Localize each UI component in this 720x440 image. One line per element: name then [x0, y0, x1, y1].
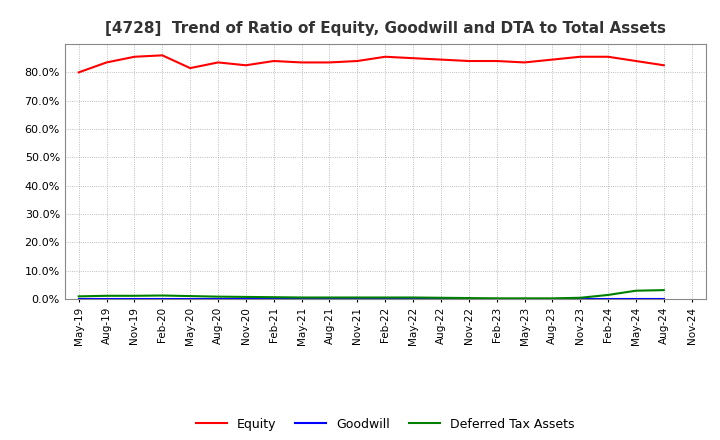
Equity [242, 62, 251, 68]
Goodwill [214, 297, 222, 302]
Goodwill [492, 297, 501, 302]
Goodwill [576, 297, 585, 302]
Equity [631, 59, 640, 64]
Deferred Tax Assets [660, 287, 668, 293]
Equity [381, 54, 390, 59]
Equity [604, 54, 613, 59]
Goodwill [548, 297, 557, 302]
Deferred Tax Assets [325, 295, 334, 300]
Goodwill [631, 297, 640, 302]
Equity [353, 59, 361, 64]
Equity [520, 60, 528, 65]
Equity [297, 60, 306, 65]
Deferred Tax Assets [436, 295, 445, 301]
Deferred Tax Assets [520, 296, 528, 301]
Goodwill [436, 297, 445, 302]
Goodwill [353, 297, 361, 302]
Line: Deferred Tax Assets: Deferred Tax Assets [78, 290, 664, 298]
Deferred Tax Assets [158, 293, 166, 298]
Goodwill [381, 297, 390, 302]
Deferred Tax Assets [604, 292, 613, 297]
Deferred Tax Assets [631, 288, 640, 293]
Equity [130, 54, 139, 59]
Deferred Tax Assets [548, 296, 557, 301]
Equity [409, 55, 418, 61]
Goodwill [269, 297, 278, 302]
Equity [102, 60, 111, 65]
Line: Equity: Equity [78, 55, 664, 72]
Equity [186, 66, 194, 71]
Goodwill [464, 297, 473, 302]
Goodwill [660, 297, 668, 302]
Deferred Tax Assets [576, 295, 585, 301]
Deferred Tax Assets [381, 295, 390, 300]
Equity [464, 59, 473, 64]
Deferred Tax Assets [297, 295, 306, 300]
Goodwill [242, 297, 251, 302]
Deferred Tax Assets [409, 295, 418, 300]
Deferred Tax Assets [242, 294, 251, 300]
Equity [269, 59, 278, 64]
Equity [74, 70, 83, 75]
Goodwill [130, 297, 139, 302]
Deferred Tax Assets [353, 295, 361, 300]
Goodwill [158, 297, 166, 302]
Deferred Tax Assets [186, 293, 194, 299]
Goodwill [297, 297, 306, 302]
Legend: Equity, Goodwill, Deferred Tax Assets: Equity, Goodwill, Deferred Tax Assets [191, 413, 580, 436]
Goodwill [520, 297, 528, 302]
Goodwill [102, 297, 111, 302]
Equity [158, 53, 166, 58]
Title: [4728]  Trend of Ratio of Equity, Goodwill and DTA to Total Assets: [4728] Trend of Ratio of Equity, Goodwil… [104, 21, 666, 36]
Equity [214, 60, 222, 65]
Deferred Tax Assets [269, 294, 278, 300]
Equity [576, 54, 585, 59]
Deferred Tax Assets [130, 293, 139, 298]
Deferred Tax Assets [492, 296, 501, 301]
Deferred Tax Assets [214, 294, 222, 299]
Goodwill [409, 297, 418, 302]
Goodwill [604, 297, 613, 302]
Equity [436, 57, 445, 62]
Equity [325, 60, 334, 65]
Deferred Tax Assets [464, 295, 473, 301]
Deferred Tax Assets [74, 294, 83, 299]
Goodwill [74, 297, 83, 302]
Equity [660, 62, 668, 68]
Equity [492, 59, 501, 64]
Goodwill [186, 297, 194, 302]
Equity [548, 57, 557, 62]
Deferred Tax Assets [102, 293, 111, 298]
Goodwill [325, 297, 334, 302]
